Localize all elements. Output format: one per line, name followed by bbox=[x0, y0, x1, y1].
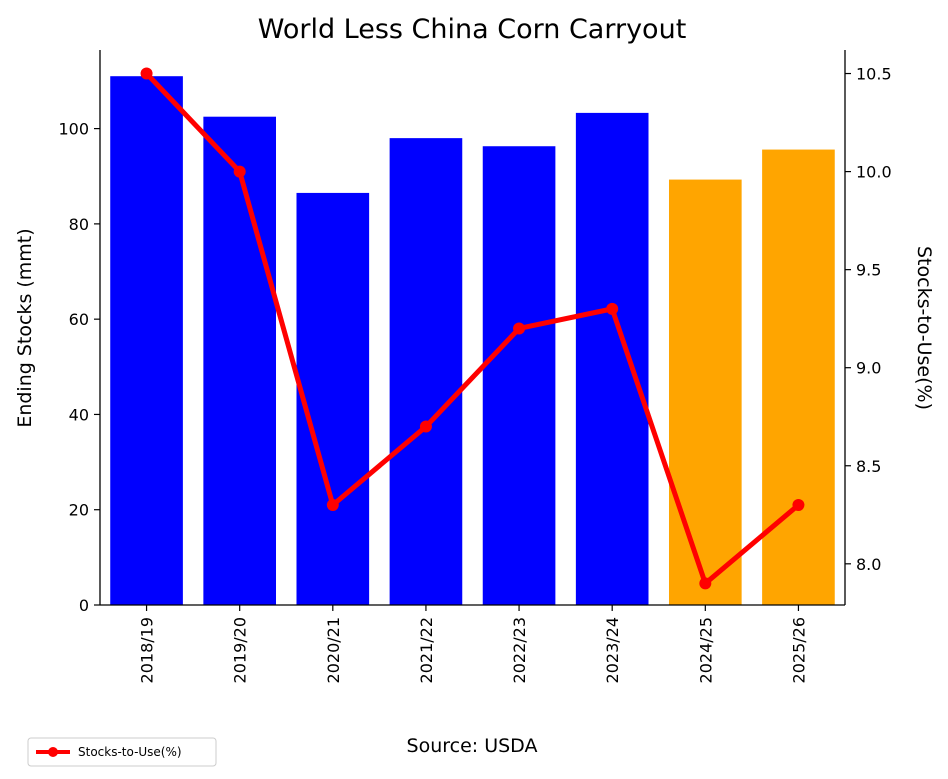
bar-2020-21 bbox=[296, 192, 370, 605]
line-point-2025-26 bbox=[792, 498, 805, 511]
bar-2022-23 bbox=[482, 146, 556, 606]
x-tick-label: 2019/20 bbox=[231, 617, 250, 683]
line-series-group bbox=[140, 67, 805, 590]
axes: 0 20 40 60 80 100 8.0 8.5 9.0 9.5 10.0 10.5 2018/19 2… bbox=[58, 50, 892, 683]
y-tick-label-left: 100 bbox=[58, 120, 89, 139]
source-note: Source: USDA bbox=[407, 735, 538, 757]
y-tick-label-left: 60 bbox=[69, 310, 89, 329]
y-tick-label-right: 8.0 bbox=[856, 555, 881, 574]
bar-2023-24 bbox=[575, 112, 649, 605]
line-point-2024-25 bbox=[699, 577, 712, 590]
bar-2025-26 bbox=[762, 149, 835, 605]
stocks-to-use-line bbox=[144, 71, 801, 586]
line-point-2023-24 bbox=[606, 302, 619, 315]
bar-2024-25 bbox=[668, 179, 742, 605]
y-tick-label-right: 10.0 bbox=[856, 163, 892, 182]
y-tick-label-left: 20 bbox=[69, 501, 89, 520]
line-point-2020-21 bbox=[326, 498, 339, 511]
x-tick-label: 2018/19 bbox=[138, 617, 157, 683]
y-tick-label-left: 40 bbox=[69, 405, 89, 424]
line-point-2022-23 bbox=[513, 322, 526, 335]
line-point-2018-19 bbox=[140, 67, 153, 80]
x-tick-label: 2020/21 bbox=[324, 617, 343, 683]
legend: Stocks-to-Use(%) bbox=[27, 737, 217, 767]
x-tick-label: 2024/25 bbox=[696, 617, 715, 683]
x-tick-label: 2021/22 bbox=[417, 617, 436, 683]
y-tick-label-right: 10.5 bbox=[856, 65, 892, 84]
bar-group bbox=[110, 76, 835, 606]
x-tick-label: 2025/26 bbox=[789, 617, 808, 683]
bar-2021-22 bbox=[389, 138, 463, 605]
x-tick-label: 2023/24 bbox=[603, 617, 622, 683]
bar-2018-19 bbox=[110, 76, 183, 605]
legend-frame bbox=[27, 737, 217, 767]
bar-2019-20 bbox=[203, 116, 277, 605]
legend-label: Stocks-to-Use(%) bbox=[78, 745, 182, 759]
y-tick-label-right: 9.0 bbox=[856, 359, 881, 378]
chart-title: World Less China Corn Carryout bbox=[258, 14, 687, 45]
x-tick-label: 2022/23 bbox=[510, 617, 529, 683]
y-tick-label-right: 9.5 bbox=[856, 261, 881, 280]
line-point-2021-22 bbox=[419, 420, 432, 433]
y-tick-label-left: 80 bbox=[69, 215, 89, 234]
y-axis-title-right: Stocks-to-Use(%) bbox=[913, 246, 935, 410]
line-point-2019-20 bbox=[233, 165, 246, 178]
y-axis-title-left: Ending Stocks (mmt) bbox=[14, 228, 36, 427]
legend-marker-swatch bbox=[48, 747, 58, 757]
y-tick-label-right: 8.5 bbox=[856, 457, 881, 476]
y-tick-label-left: 0 bbox=[79, 596, 89, 615]
